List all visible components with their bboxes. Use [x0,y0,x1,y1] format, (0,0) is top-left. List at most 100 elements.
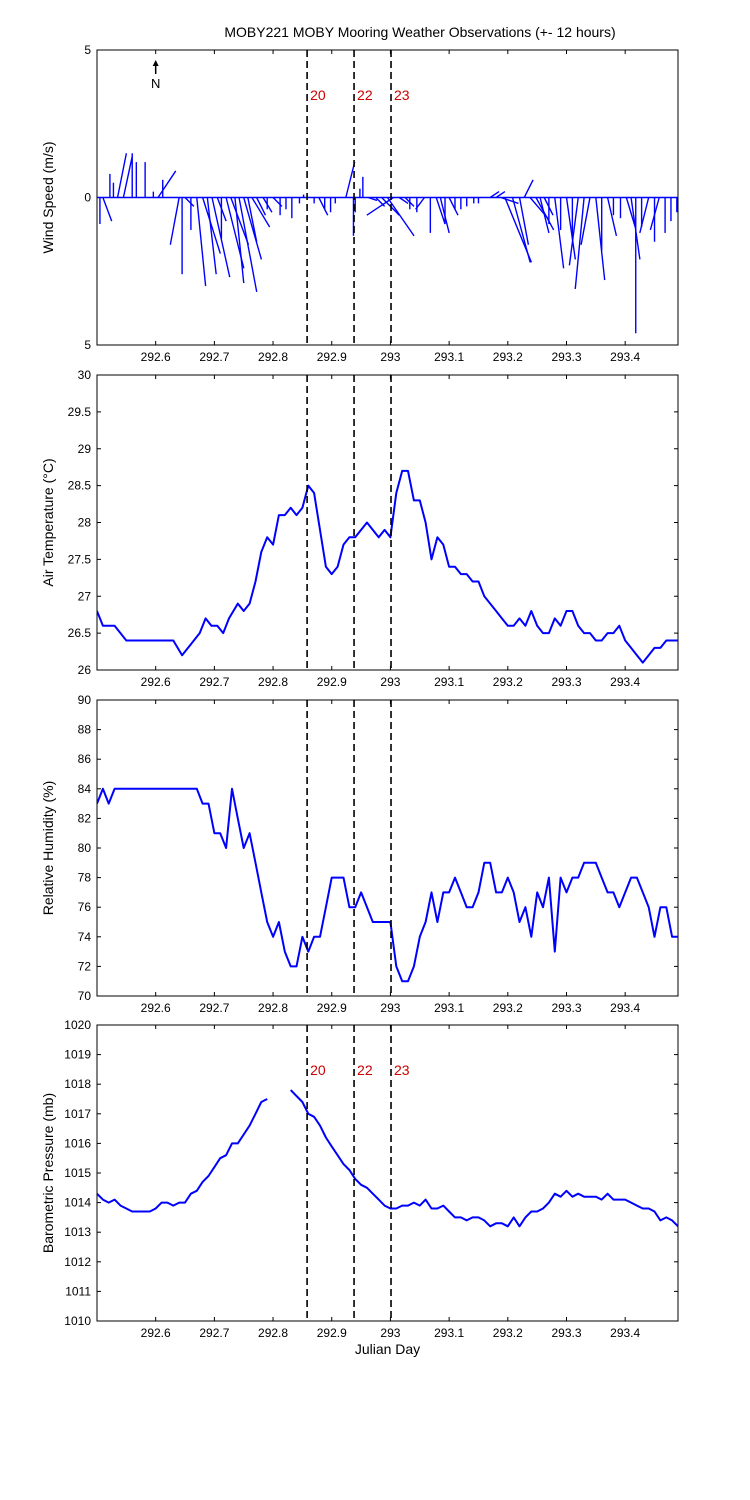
panel-1: 292.6 292.7 292.8 292.9 293 293.1 293.2 293.3 29… [40,43,679,364]
wind-stick [122,156,133,198]
y-tick-label: 1020 [64,1018,91,1032]
x-tick-label: 292.9 [317,350,347,364]
y-tick-label: 1010 [64,1314,91,1328]
x-tick-label: 292.7 [199,350,229,364]
x-tick-label: 293.3 [551,675,581,689]
y-tick-label: 26.5 [68,626,92,640]
wind-stick [251,197,271,228]
wind-stick [206,197,217,275]
marker-label: 23 [394,1062,410,1078]
x-tick-label: 293 [380,675,400,689]
wind-stick [625,197,636,228]
plot-area [97,1089,678,1228]
wind-stick [318,197,329,216]
x-tick-label: 293.4 [610,675,640,689]
y-tick-label: 1015 [64,1166,91,1180]
y-tick-label: 1011 [65,1284,91,1298]
wind-stick [256,197,267,216]
wind-stick [539,197,550,234]
y-axis-label: Barometric Pressure (mb) [40,1093,56,1253]
x-tick-label: 292.6 [141,1001,171,1015]
y-tick-label: 0 [84,191,91,205]
y-tick-label: 1019 [64,1048,91,1062]
x-tick-label: 293.3 [551,350,581,364]
x-tick-label: 293.1 [434,1326,464,1340]
x-tick-label: 293 [380,350,400,364]
y-tick-label: 74 [78,930,92,944]
x-tick-label: 293.1 [434,675,464,689]
series-line [97,469,678,664]
x-tick-label: 293 [380,1326,400,1340]
wind-stick [595,197,606,281]
plot-frame [96,374,679,671]
y-tick-label: 72 [78,959,92,973]
y-axis-label: Air Temperature (°C) [40,458,56,586]
x-tick-label: 293.4 [610,1326,640,1340]
wind-stick [243,197,263,260]
wind-stick [230,197,250,245]
wind-stick [523,179,534,198]
wind-stick [435,197,446,225]
wind-stick [196,197,207,287]
north-label: N [151,76,160,91]
marker-label: 20 [310,87,326,103]
x-tick-label: 293.4 [610,350,640,364]
x-tick-label: 292.9 [317,1001,347,1015]
y-tick-label: 26 [78,663,92,677]
wind-stick [606,197,618,237]
x-tick-label: 292.6 [141,675,171,689]
north-arrowhead-icon [152,60,159,66]
x-tick-label: 293 [380,1001,400,1015]
y-tick-label: 28 [78,516,92,530]
wind-stick [201,197,222,254]
x-tick-label: 292.8 [258,675,288,689]
marker-label: 22 [357,1062,373,1078]
x-tick-label: 293.1 [434,1001,464,1015]
wind-stick [367,196,378,202]
x-tick-label: 293.2 [493,1326,523,1340]
x-tick-label: 293.2 [493,350,523,364]
x-tick-label: 293.2 [493,1001,523,1015]
wind-stick [639,197,650,234]
wind-stick [366,196,394,216]
x-tick-label: 292.7 [199,1326,229,1340]
wind-stick [495,191,506,199]
x-tick-label: 293.4 [610,1001,640,1015]
wind-stick [568,197,579,266]
wind-stick [574,197,585,290]
series-line [97,1089,678,1228]
wind-stick [386,197,415,237]
wind-stick [247,197,258,242]
wind-stick [234,197,245,284]
x-tick-label: 292.9 [317,1326,347,1340]
marker-label: 22 [357,87,373,103]
panel-4: 292.6 292.7 292.8 292.9 293 293.1 293.2 293.3 29… [40,1018,679,1357]
y-tick-label: 1016 [64,1136,91,1150]
x-tick-label: 292.8 [258,350,288,364]
x-tick-label: 292.7 [199,675,229,689]
wind-stick [415,197,426,210]
y-tick-label: 29 [78,442,92,456]
wind-stick [649,197,660,231]
wind-stick [489,191,500,199]
x-tick-label: 292.8 [258,1001,288,1015]
y-tick-label: 1013 [64,1225,91,1239]
y-tick-label: 78 [78,871,92,885]
y-tick-label: 29.5 [68,405,92,419]
wind-stick [184,197,195,207]
y-tick-label: 70 [78,989,92,1003]
y-tick-label: 1012 [64,1255,91,1269]
x-tick-label: 293.3 [551,1001,581,1015]
x-tick-label: 292.6 [141,1326,171,1340]
wind-stick [157,170,177,198]
y-tick-label: 1017 [64,1107,91,1121]
marker-label: 23 [394,87,410,103]
wind-stick [102,197,113,222]
wind-stick [345,161,356,198]
panel-2: 292.6 292.7 292.8 292.9 293 293.1 293.2 293.3 29… [40,368,679,689]
figure-title: MOBY221 MOBY Mooring Weather Observation… [224,24,616,40]
plot-area [97,787,678,983]
marker-label: 20 [310,1062,326,1078]
plot-frame [96,699,679,997]
